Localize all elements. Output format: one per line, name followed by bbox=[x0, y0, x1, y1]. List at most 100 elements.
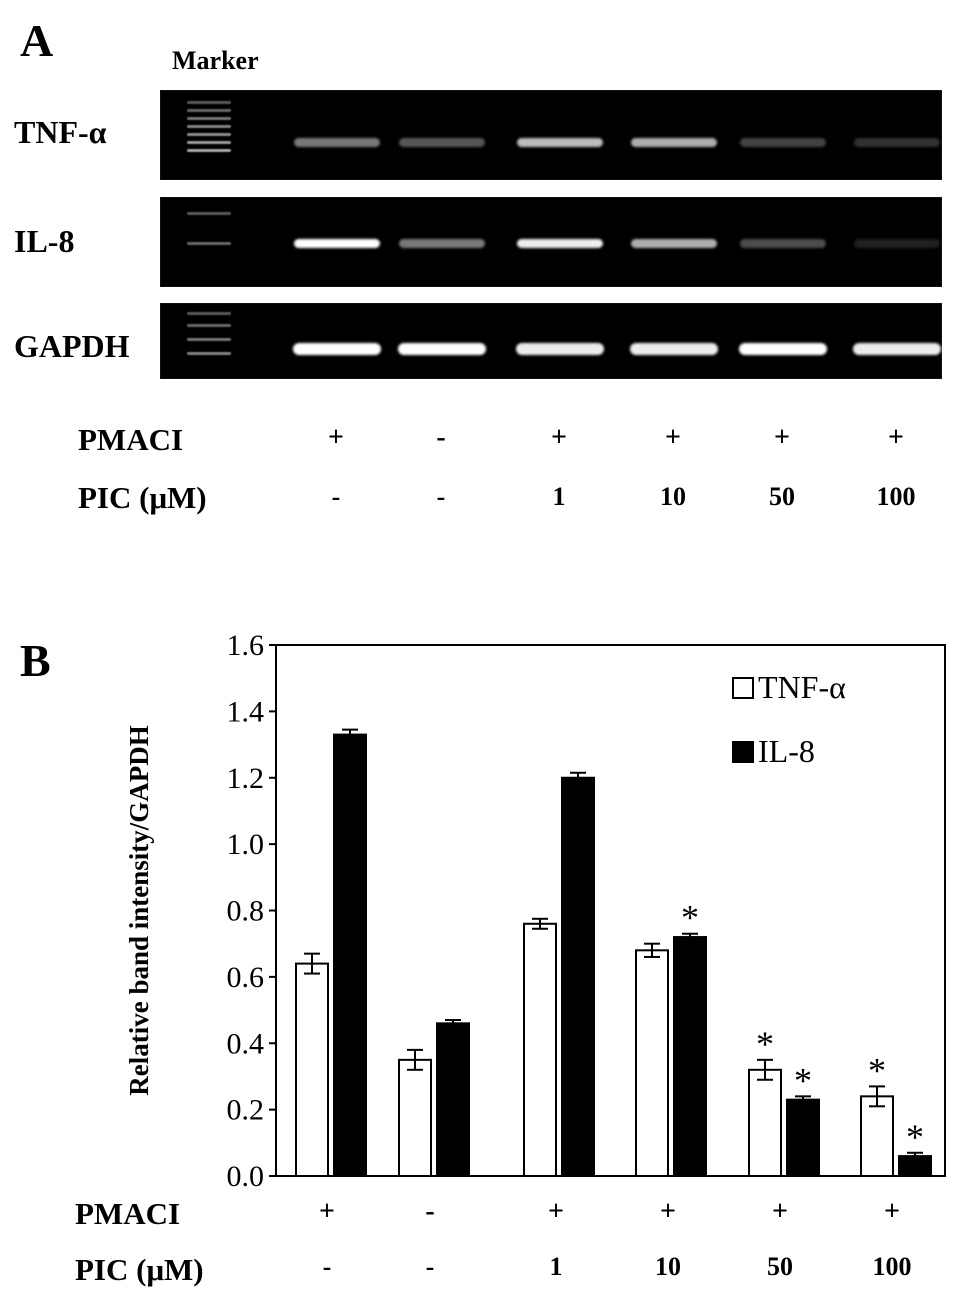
gel-band bbox=[294, 238, 380, 248]
bar-tnf bbox=[398, 1058, 432, 1177]
pic-value: 100 bbox=[872, 1252, 912, 1281]
bar-tnf bbox=[295, 962, 329, 1177]
gel-tnf bbox=[160, 90, 942, 180]
marker-band bbox=[187, 352, 231, 355]
gel-band bbox=[399, 238, 485, 248]
pic-value: 50 bbox=[767, 1252, 793, 1281]
pmaci-value: + bbox=[328, 422, 344, 453]
gel-band bbox=[293, 343, 381, 355]
y-tick-label: 0.4 bbox=[227, 1027, 265, 1060]
marker-band bbox=[187, 117, 231, 120]
gel-band bbox=[631, 137, 717, 147]
gel-band bbox=[517, 238, 603, 248]
gel-band bbox=[516, 343, 604, 355]
y-tick-label: 1.0 bbox=[227, 828, 265, 861]
legend-swatch bbox=[732, 741, 754, 763]
marker-band bbox=[187, 212, 231, 215]
significance-star: * bbox=[868, 1050, 886, 1090]
gel-band bbox=[630, 343, 718, 355]
pmaci-label-a: PMACI bbox=[78, 422, 184, 457]
legend-swatch bbox=[732, 677, 754, 699]
pic-value: - bbox=[436, 482, 446, 511]
marker-band bbox=[187, 324, 231, 327]
plot-frame bbox=[275, 644, 946, 1177]
marker-band bbox=[187, 141, 231, 144]
panel-b-label: B bbox=[20, 635, 51, 686]
marker-band bbox=[187, 101, 231, 104]
bar-tnf bbox=[860, 1095, 894, 1178]
pmaci-value: + bbox=[888, 422, 904, 453]
bar-tnf bbox=[523, 922, 557, 1177]
marker-label: Marker bbox=[172, 46, 259, 75]
gel-il8 bbox=[160, 197, 942, 287]
pmaci-value: - bbox=[436, 422, 446, 453]
y-tick-label: 0.8 bbox=[227, 895, 265, 928]
pmaci-value: + bbox=[772, 1196, 788, 1227]
gene-label-gapdh: GAPDH bbox=[14, 328, 130, 364]
marker-band bbox=[187, 338, 231, 341]
significance-star: * bbox=[906, 1117, 924, 1157]
gel-band bbox=[853, 343, 941, 355]
pic-label-a: PIC (μM) bbox=[78, 480, 207, 515]
pmaci-value: - bbox=[425, 1196, 435, 1227]
gel-band bbox=[854, 238, 940, 248]
gel-band bbox=[740, 238, 826, 248]
pic-value: 1 bbox=[552, 482, 566, 511]
pic-value: 10 bbox=[655, 1252, 681, 1281]
marker-band bbox=[187, 149, 231, 152]
gene-label-il8: IL-8 bbox=[14, 223, 75, 259]
panel-a-label: A bbox=[20, 15, 54, 66]
gel-band bbox=[740, 137, 826, 147]
pmaci-label-b: PMACI bbox=[75, 1196, 181, 1231]
bar-il8 bbox=[561, 776, 595, 1177]
marker-band bbox=[187, 125, 231, 128]
marker-band bbox=[187, 312, 231, 315]
pic-value: 1 bbox=[549, 1252, 563, 1281]
pic-value: 10 bbox=[660, 482, 686, 511]
gel-band bbox=[631, 238, 717, 248]
marker-band bbox=[187, 242, 231, 245]
significance-star: * bbox=[794, 1060, 812, 1100]
bar-il8 bbox=[333, 733, 367, 1177]
gel-band bbox=[398, 343, 486, 355]
bar-tnf bbox=[748, 1068, 782, 1177]
y-tick-label: 0.0 bbox=[227, 1160, 265, 1193]
pmaci-value: + bbox=[884, 1196, 900, 1227]
pic-value: 50 bbox=[769, 482, 795, 511]
pic-value: 100 bbox=[876, 482, 916, 511]
pmaci-value: + bbox=[548, 1196, 564, 1227]
bar-chart: 0.0 0.2 0.4 0.6 0.8 1.0 1.2 1.4 1.6 Relative band… bbox=[124, 629, 946, 1193]
bar-il8 bbox=[786, 1098, 820, 1178]
pic-value: - bbox=[331, 482, 341, 511]
gel-band bbox=[517, 137, 603, 147]
y-tick-label: 0.2 bbox=[227, 1094, 265, 1127]
gene-label-tnf: TNF-α bbox=[14, 114, 107, 150]
y-tick-label: 1.4 bbox=[227, 695, 265, 728]
pmaci-value: + bbox=[319, 1196, 335, 1227]
pic-value: - bbox=[322, 1252, 332, 1281]
bar-tnf bbox=[635, 949, 669, 1178]
legend-label: IL-8 bbox=[758, 733, 815, 769]
gel-band bbox=[854, 137, 940, 147]
y-tick-label: 1.2 bbox=[227, 762, 265, 795]
marker-band bbox=[187, 109, 231, 112]
gel-band bbox=[294, 137, 380, 147]
pmaci-value: + bbox=[774, 422, 790, 453]
bar-il8 bbox=[436, 1022, 470, 1177]
pmaci-value: + bbox=[551, 422, 567, 453]
gel-gapdh bbox=[160, 303, 942, 379]
marker-band bbox=[187, 133, 231, 136]
pmaci-value: + bbox=[660, 1196, 676, 1227]
pmaci-value: + bbox=[665, 422, 681, 453]
significance-star: * bbox=[756, 1024, 774, 1064]
y-tick-label: 1.6 bbox=[227, 629, 265, 662]
gel-band bbox=[739, 343, 827, 355]
legend-label: TNF-α bbox=[758, 669, 846, 705]
y-tick-label: 0.6 bbox=[227, 961, 265, 994]
y-axis-label: Relative band intensity/GAPDH bbox=[124, 725, 154, 1096]
pic-label-b: PIC (μM) bbox=[75, 1252, 204, 1287]
significance-star: * bbox=[681, 898, 699, 938]
pic-value: - bbox=[425, 1252, 435, 1281]
gel-band bbox=[399, 137, 485, 147]
bar-il8 bbox=[673, 936, 707, 1177]
